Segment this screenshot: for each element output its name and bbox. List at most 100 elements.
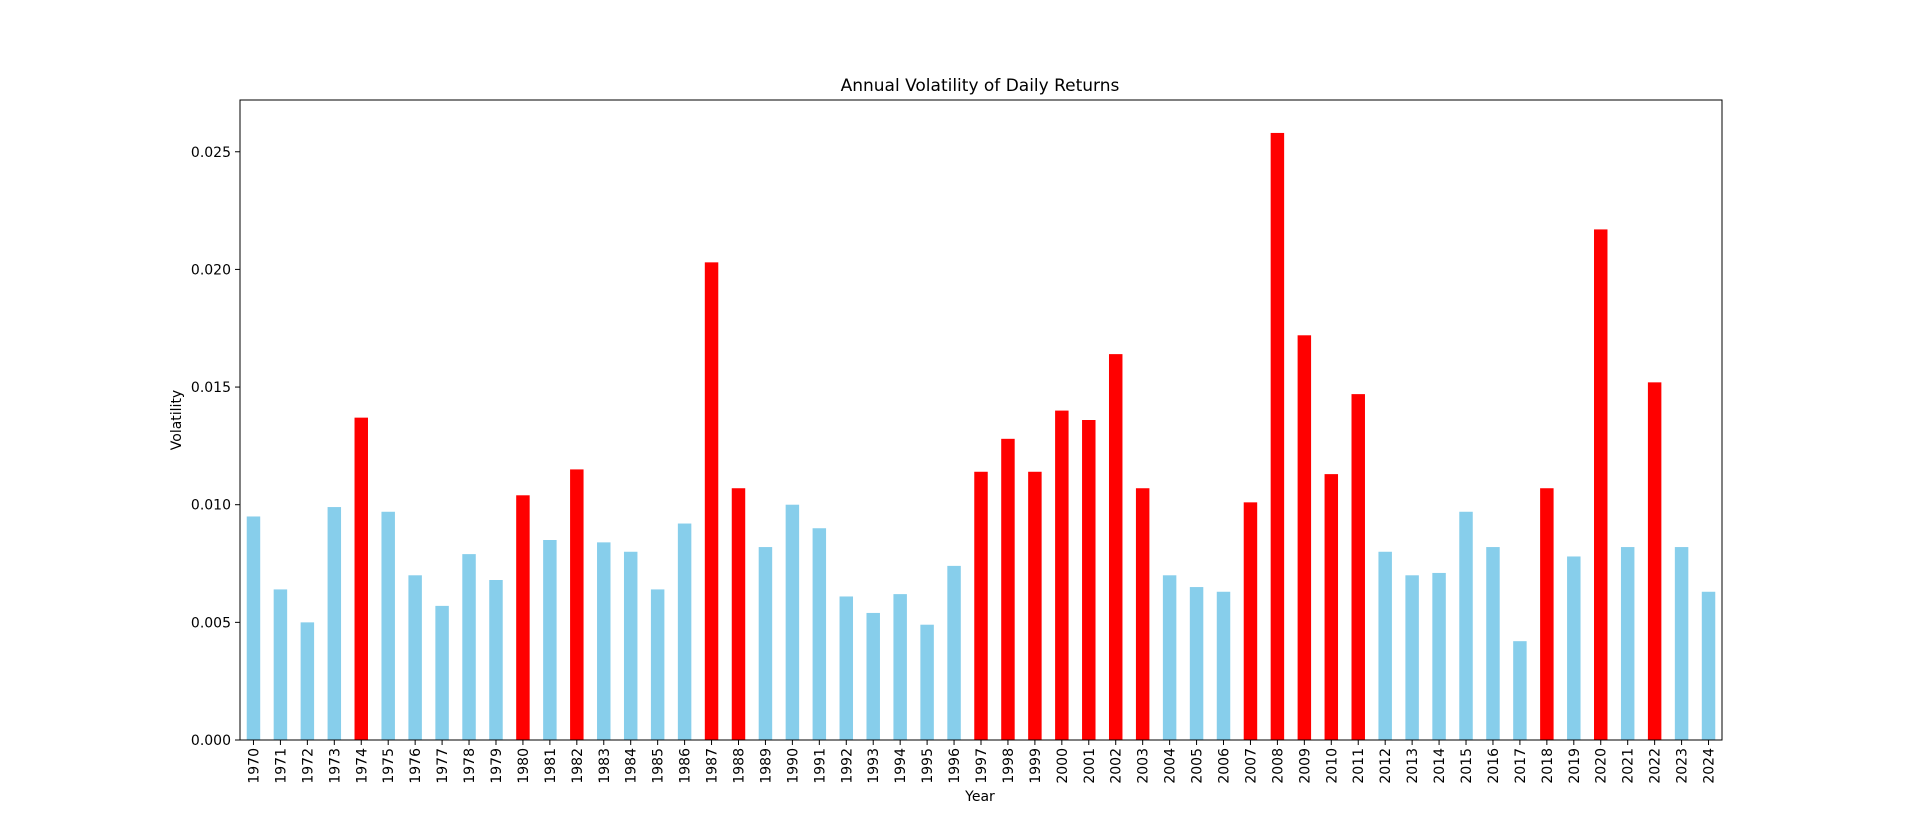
x-tick-label: 1998: [1001, 748, 1017, 784]
bar-1995: [920, 624, 934, 740]
bar-2017: [1513, 641, 1527, 740]
x-tick-label: 2004: [1163, 748, 1179, 784]
x-tick-label: 1981: [543, 748, 559, 784]
y-axis-ticks: 0.000 0.005 0.010 0.015 0.020 0.025: [191, 145, 240, 749]
y-tick-label: 0.015: [191, 380, 231, 396]
bar-1992: [839, 596, 854, 740]
x-tick-label: 2018: [1540, 748, 1556, 784]
x-tick-label: 2019: [1567, 748, 1583, 784]
bar-2015: [1459, 511, 1473, 740]
x-tick-label: 2023: [1675, 748, 1691, 784]
x-tick-label: 1980: [516, 748, 532, 784]
y-axis-title: Volatility: [169, 390, 185, 450]
bar-1989: [758, 547, 773, 740]
chart-title: Annual Volatility of Daily Returns: [841, 76, 1120, 96]
y-tick-label: 0.020: [191, 262, 231, 278]
bar-1978: [462, 554, 476, 740]
y-tick-label: 0.025: [191, 145, 231, 161]
bar-1988: [731, 488, 746, 740]
x-tick-label: 2003: [1136, 748, 1152, 784]
x-tick-label: 1988: [731, 748, 747, 784]
bar-2005: [1189, 587, 1204, 740]
bar-2020: [1594, 229, 1608, 741]
x-tick-label: 1979: [489, 748, 505, 784]
bar-1972: [300, 622, 315, 740]
x-axis-ticks: 1970 1971 1972 1973 1974 1975 1976 1977 1978 1979…: [246, 740, 1718, 784]
x-tick-label: 2013: [1405, 748, 1421, 784]
bar-1991: [812, 528, 827, 740]
bar-1979: [489, 580, 503, 740]
x-tick-label: 2016: [1486, 748, 1502, 784]
x-tick-label: 2011: [1351, 748, 1367, 784]
plot-area-frame: [239, 99, 1723, 741]
bar-1980: [516, 495, 530, 740]
x-tick-label: 1983: [597, 748, 613, 784]
x-tick-label: 2020: [1594, 748, 1610, 784]
x-tick-label: 1982: [570, 748, 586, 784]
x-tick-label: 2006: [1217, 748, 1233, 784]
bar-2016: [1486, 547, 1500, 740]
bar-1970: [246, 516, 261, 740]
x-tick-label: 1974: [354, 748, 370, 784]
x-tick-label: 2014: [1432, 748, 1448, 784]
bar-2014: [1432, 572, 1446, 740]
bar-2006: [1216, 591, 1231, 740]
x-tick-label: 2001: [1082, 748, 1098, 784]
bar-1999: [1028, 471, 1042, 740]
bar-1998: [1001, 438, 1015, 740]
x-tick-label: 1978: [462, 748, 478, 784]
bar-1977: [435, 605, 449, 740]
bar-2001: [1082, 420, 1096, 740]
bar-2008: [1270, 132, 1285, 741]
x-tick-label: 2005: [1190, 748, 1206, 784]
x-tick-label: 2015: [1459, 748, 1475, 784]
bar-2000: [1055, 410, 1069, 740]
bar-2011: [1351, 394, 1365, 740]
bar-1985: [650, 589, 665, 740]
x-tick-label: 1991: [812, 748, 828, 784]
x-tick-label: 1995: [920, 748, 936, 784]
bar-2019: [1567, 556, 1581, 740]
y-tick-label: 0.010: [191, 498, 231, 514]
bar-1987: [704, 262, 719, 740]
x-tick-label: 1996: [947, 748, 963, 784]
bar-1981: [543, 540, 557, 740]
bar-1976: [408, 575, 422, 740]
x-tick-label: 1992: [839, 748, 855, 784]
bar-1983: [597, 542, 611, 740]
y-tick-label: 0.000: [191, 733, 231, 749]
x-tick-label: 1989: [758, 748, 774, 784]
x-tick-label: 1994: [893, 748, 909, 784]
bar-1975: [381, 511, 395, 740]
bar-2007: [1243, 502, 1258, 740]
x-tick-label: 1970: [246, 748, 262, 784]
x-tick-label: 1977: [435, 748, 451, 784]
bar-2024: [1701, 591, 1716, 740]
x-tick-label: 1984: [624, 748, 640, 784]
x-tick-label: 2012: [1378, 748, 1394, 784]
bar-2018: [1540, 488, 1554, 740]
x-tick-label: 1971: [273, 748, 289, 784]
bar-2003: [1135, 488, 1150, 740]
bar-1973: [327, 507, 342, 740]
x-tick-label: 2024: [1702, 748, 1718, 784]
bar-1996: [947, 565, 961, 740]
bar-2012: [1378, 551, 1392, 740]
bar-1974: [354, 417, 368, 740]
bar-2009: [1297, 335, 1312, 740]
bar-1997: [974, 471, 988, 740]
x-tick-label: 2009: [1297, 748, 1313, 784]
x-tick-label: 2008: [1270, 748, 1286, 784]
x-tick-label: 2007: [1243, 748, 1259, 784]
bar-2022: [1647, 382, 1662, 740]
bar-1982: [570, 469, 584, 740]
x-tick-label: 1985: [651, 748, 667, 784]
x-tick-label: 2002: [1109, 748, 1125, 784]
x-tick-label: 1987: [705, 748, 721, 784]
x-tick-label: 1986: [678, 748, 694, 784]
bar-2010: [1324, 474, 1339, 740]
x-tick-label: 2022: [1648, 748, 1664, 784]
bar-1993: [866, 612, 880, 740]
x-tick-label: 2010: [1324, 748, 1340, 784]
bar-2023: [1674, 547, 1689, 740]
